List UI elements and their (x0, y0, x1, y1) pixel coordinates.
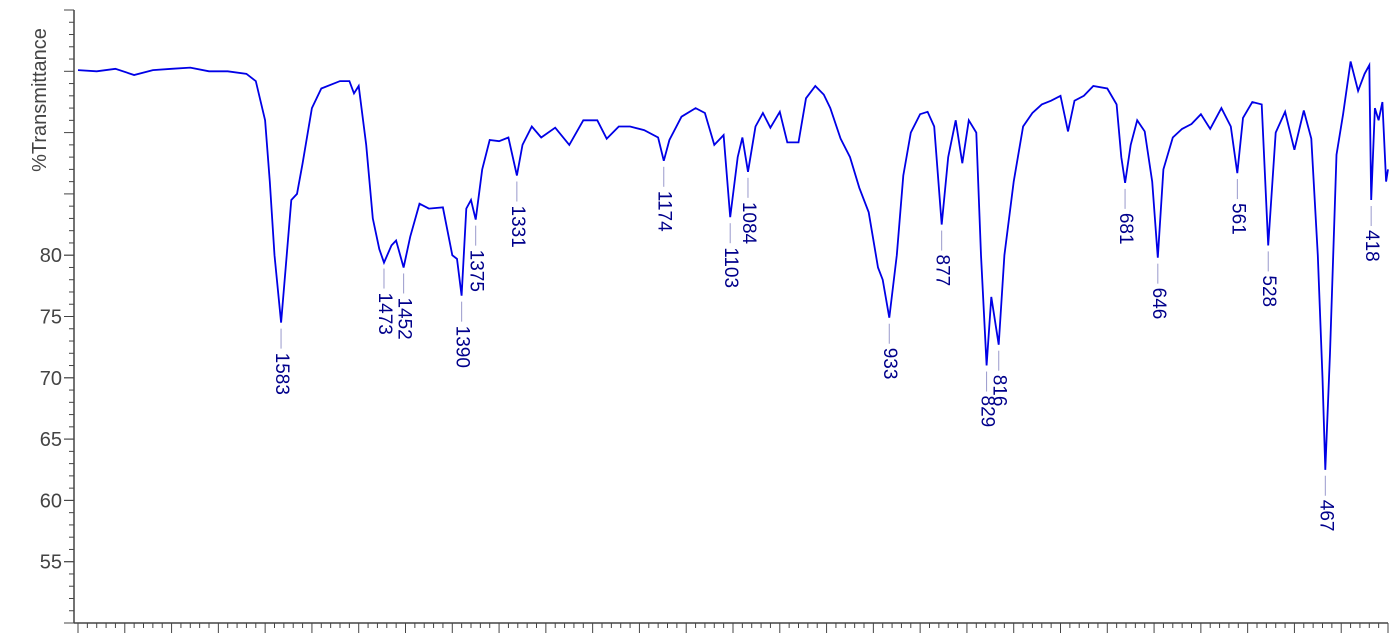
peak-label: 528 (1258, 275, 1279, 307)
peak-label: 1375 (466, 250, 487, 292)
peak-label: 829 (977, 396, 998, 428)
y-tick-label: 60 (40, 490, 62, 512)
peak-label: 1583 (271, 353, 292, 395)
peak-label: 1174 (654, 191, 675, 232)
y-tick-label: 70 (40, 368, 62, 390)
y-tick-label: 80 (40, 245, 62, 267)
peak-label: 1452 (394, 297, 415, 339)
peak-label: 877 (932, 255, 953, 287)
y-tick-label: 65 (40, 429, 62, 451)
peak-label: 816 (989, 375, 1010, 407)
peak-label: 467 (1315, 500, 1336, 532)
peak-label: 933 (879, 348, 900, 380)
y-axis-label: %Transmittance (29, 28, 51, 172)
peak-label: 681 (1115, 213, 1136, 245)
y-tick-label: 55 (40, 552, 62, 574)
peak-label: 561 (1227, 203, 1248, 235)
y-tick-label: 75 (40, 307, 62, 329)
peak-label: 646 (1148, 288, 1169, 320)
peak-label: 1473 (374, 293, 395, 335)
peak-label: 1103 (720, 247, 741, 288)
spectrum-line (77, 61, 1389, 470)
peak-label: 1331 (507, 206, 528, 248)
peak-label: 1390 (452, 326, 473, 368)
peak-label: 1084 (738, 202, 759, 245)
peak-label: 418 (1361, 230, 1382, 262)
